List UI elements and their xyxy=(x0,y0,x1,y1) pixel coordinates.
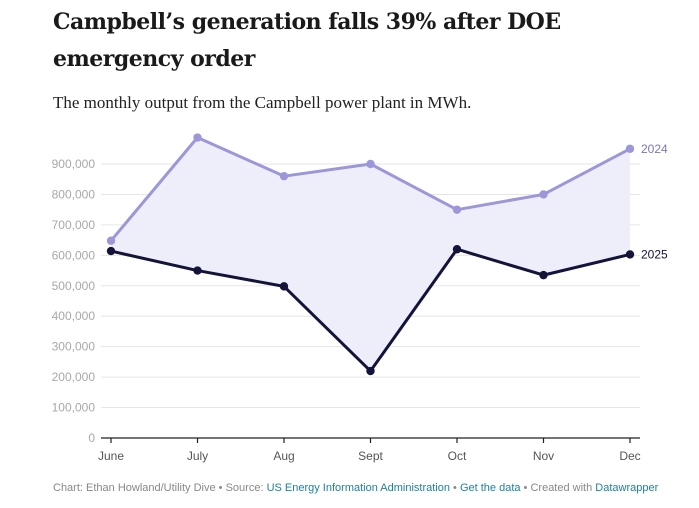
y-tick-label: 600,000 xyxy=(52,248,96,262)
y-tick-label: 100,000 xyxy=(52,401,96,415)
separator: • xyxy=(449,482,460,494)
separator: • Source: xyxy=(215,482,267,494)
y-tick-label: 800,000 xyxy=(52,187,96,201)
data-point-2024 xyxy=(452,205,462,214)
data-point-2024 xyxy=(279,171,289,181)
data-point-2024 xyxy=(106,236,116,245)
data-point-2025 xyxy=(193,266,202,275)
data-point-2025 xyxy=(625,250,635,259)
data-point-2025 xyxy=(279,282,289,291)
data-point-2024 xyxy=(193,133,202,142)
series-label-2024: 2024 xyxy=(641,142,668,156)
y-tick-label: 900,000 xyxy=(52,157,96,171)
y-tick-label: 300,000 xyxy=(52,340,96,354)
data-point-2025 xyxy=(366,366,375,376)
y-tick-label: 200,000 xyxy=(52,370,96,384)
series-labels: 2024 2025 xyxy=(641,142,668,262)
source-link[interactable]: US Energy Information Administration xyxy=(266,482,450,494)
datawrapper-link[interactable]: Datawrapper xyxy=(595,482,659,494)
credit-text: Chart: Ethan Howland/Utility Dive xyxy=(53,482,216,494)
y-tick-label: 0 xyxy=(88,431,95,445)
chart-title: Campbell’s generation falls 39% after DO… xyxy=(53,9,561,72)
x-tick-label: Sept xyxy=(358,449,383,463)
x-tick-label: July xyxy=(187,449,208,463)
chart-footer: Chart: Ethan Howland/Utility Dive • Sour… xyxy=(53,482,658,494)
data-point-2024 xyxy=(625,144,635,153)
x-tick-label: Dec xyxy=(619,449,640,463)
data-point-2025 xyxy=(452,245,462,254)
x-tick-label: Aug xyxy=(273,449,294,463)
area-between-series xyxy=(111,137,630,372)
data-point-2025 xyxy=(106,246,116,256)
y-tick-label: 700,000 xyxy=(52,218,96,232)
x-tick-label: Oct xyxy=(448,449,467,463)
data-point-2024 xyxy=(539,190,548,199)
separator: • Created with xyxy=(520,482,596,494)
series-points xyxy=(106,133,635,376)
data-point-2024 xyxy=(366,159,375,169)
x-tick-label: Nov xyxy=(533,449,554,463)
line-chart: 0 100,000 200,000 300,000 400,000 500,000 600,… xyxy=(52,133,668,463)
chart-subtitle: The monthly output from the Campbell pow… xyxy=(53,93,472,112)
series-label-2025: 2025 xyxy=(641,247,668,261)
data-point-2025 xyxy=(539,270,548,280)
area-fill xyxy=(111,137,630,372)
get-data-link[interactable]: Get the data xyxy=(459,482,521,494)
y-tick-label: 400,000 xyxy=(52,309,96,323)
x-tick-label: June xyxy=(98,449,124,463)
x-axis: June July Aug Sept Oct Nov Dec xyxy=(98,437,641,463)
y-axis-ticks: 0 100,000 200,000 300,000 400,000 500,000 600,… xyxy=(52,157,96,445)
y-tick-label: 500,000 xyxy=(52,279,96,293)
